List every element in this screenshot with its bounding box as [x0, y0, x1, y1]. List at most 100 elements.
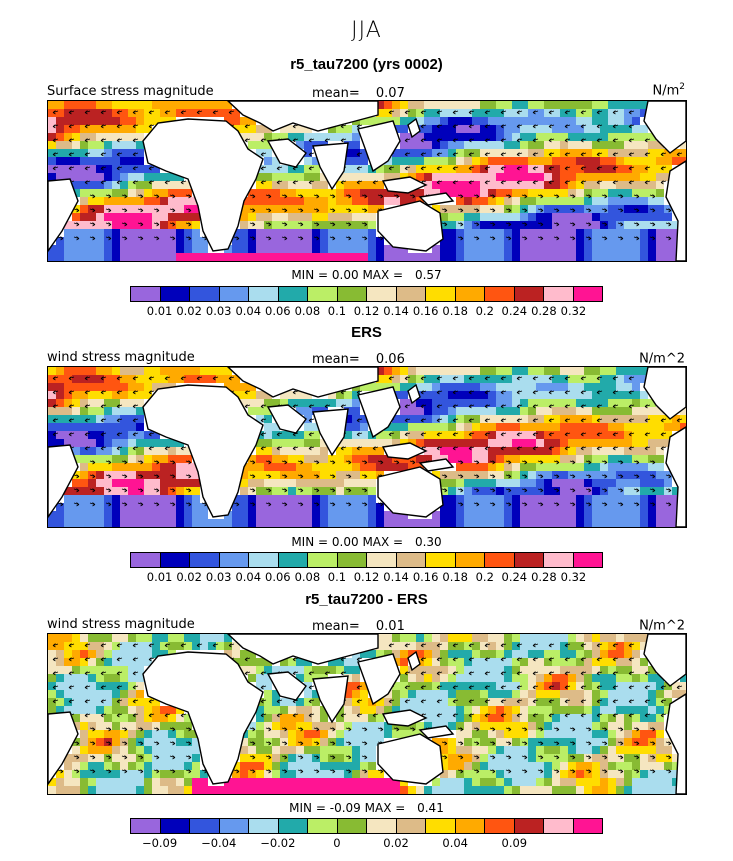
field-cell	[80, 658, 88, 666]
wind-vector-arrow	[564, 376, 571, 381]
field-cell	[304, 447, 312, 455]
wind-vector-arrow	[228, 376, 235, 381]
field-cell	[136, 125, 144, 133]
wind-vector-arrow	[489, 236, 496, 241]
field-cell	[296, 229, 304, 237]
panel-1-min-label: MIN =	[291, 268, 329, 282]
field-cell	[624, 503, 632, 511]
field-cell	[608, 658, 616, 666]
field-cell	[304, 399, 312, 407]
field-cell	[352, 714, 360, 722]
field-cell	[368, 237, 376, 245]
wind-vector-arrow	[105, 727, 112, 732]
field-cell	[120, 213, 128, 221]
field-cell	[528, 754, 536, 762]
field-cell	[504, 117, 512, 125]
field-cell	[512, 666, 520, 674]
field-cell	[136, 253, 144, 261]
wind-vector-arrow	[260, 138, 267, 143]
field-cell	[520, 642, 528, 650]
field-cell	[560, 682, 568, 690]
field-cell	[520, 650, 528, 658]
wind-vector-arrow	[308, 180, 315, 185]
field-cell	[264, 253, 272, 261]
field-cell	[208, 109, 216, 117]
field-cell	[248, 471, 256, 479]
field-cell	[640, 447, 648, 455]
field-cell	[408, 682, 416, 690]
field-cell	[424, 519, 432, 527]
field-cell	[344, 213, 352, 221]
wind-vector-arrow	[441, 474, 448, 479]
wind-vector-arrow	[281, 727, 288, 732]
field-cell	[112, 714, 120, 722]
panel-3-max-value: 0.41	[417, 801, 444, 815]
field-cell	[160, 221, 168, 229]
field-cell	[112, 455, 120, 463]
field-cell	[264, 407, 272, 415]
field-cell	[160, 479, 168, 487]
field-cell	[560, 503, 568, 511]
field-cell	[464, 423, 472, 431]
field-cell	[520, 463, 528, 471]
wind-vector-arrow	[649, 769, 656, 774]
field-cell	[96, 746, 104, 754]
field-cell	[464, 133, 472, 141]
wind-vector-arrow	[361, 755, 368, 760]
field-cell	[88, 407, 96, 415]
field-cell	[160, 730, 168, 738]
field-cell	[640, 714, 648, 722]
colorbar-swatch	[249, 287, 279, 301]
wind-vector-arrow	[89, 755, 96, 760]
field-cell	[64, 762, 72, 770]
field-cell	[152, 511, 160, 519]
field-cell	[160, 746, 168, 754]
field-cell	[64, 367, 72, 375]
field-cell	[352, 487, 360, 495]
field-cell	[528, 157, 536, 165]
field-cell	[104, 399, 112, 407]
wind-vector-arrow	[329, 208, 336, 213]
field-cell	[576, 423, 584, 431]
field-cell	[264, 503, 272, 511]
field-cell	[520, 391, 528, 399]
field-cell	[656, 149, 664, 157]
field-cell	[448, 770, 456, 778]
wind-vector-arrow	[100, 657, 107, 662]
field-cell	[552, 237, 560, 245]
field-cell	[496, 487, 504, 495]
wind-vector-arrow	[436, 643, 443, 648]
field-cell	[120, 245, 128, 253]
field-cell	[624, 754, 632, 762]
wind-vector-arrow	[68, 390, 75, 395]
field-cell	[408, 423, 416, 431]
field-cell	[152, 519, 160, 527]
field-cell	[336, 399, 344, 407]
wind-vector-arrow	[516, 138, 523, 143]
field-cell	[496, 714, 504, 722]
field-cell	[128, 714, 136, 722]
field-cell	[584, 109, 592, 117]
field-cell	[576, 487, 584, 495]
field-cell	[528, 479, 536, 487]
wind-vector-arrow	[553, 222, 560, 227]
field-cell	[104, 109, 112, 117]
wind-vector-arrow	[276, 713, 283, 718]
field-cell	[336, 391, 344, 399]
field-cell	[608, 205, 616, 213]
field-cell	[472, 391, 480, 399]
field-cell	[472, 650, 480, 658]
field-cell	[208, 101, 216, 109]
field-cell	[648, 471, 656, 479]
field-cell	[344, 770, 352, 778]
field-cell	[448, 658, 456, 666]
field-cell	[88, 778, 96, 786]
field-cell	[552, 431, 560, 439]
field-cell	[664, 487, 672, 495]
wind-vector-arrow	[585, 741, 592, 746]
field-cell	[608, 786, 616, 794]
field-cell	[640, 674, 648, 682]
wind-vector-arrow	[452, 124, 459, 129]
field-cell	[568, 690, 576, 698]
field-cell	[208, 642, 216, 650]
